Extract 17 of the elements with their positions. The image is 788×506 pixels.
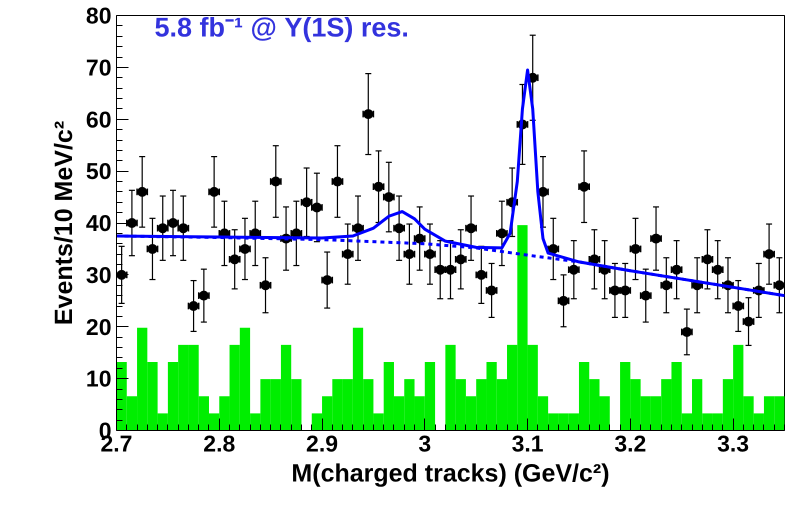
x-tick-label: 2.8 [203,430,236,456]
annotation: 5.8 fb⁻¹ @ Υ(1S) res. [154,12,409,42]
x-axis-title: M(charged tracks) (GeV/c²) [291,460,610,488]
y-tick-label: 60 [86,106,112,132]
y-tick-label: 20 [86,314,112,340]
y-tick-label: 50 [86,158,112,184]
y-tick-label: 80 [86,2,112,28]
x-tick-label: 3.3 [717,430,750,456]
x-tick-label: 3.2 [614,430,646,456]
x-tick-label: 3.1 [512,430,544,456]
y-axis-title: Events/10 MeV/c² [50,120,78,326]
y-tick-label: 10 [86,366,112,392]
y-tick-label: 40 [86,210,112,236]
x-tick-label: 2.9 [306,430,338,456]
x-tick-label: 3 [418,430,432,456]
y-tick-label: 70 [86,54,112,80]
y-tick-label: 30 [86,262,112,288]
